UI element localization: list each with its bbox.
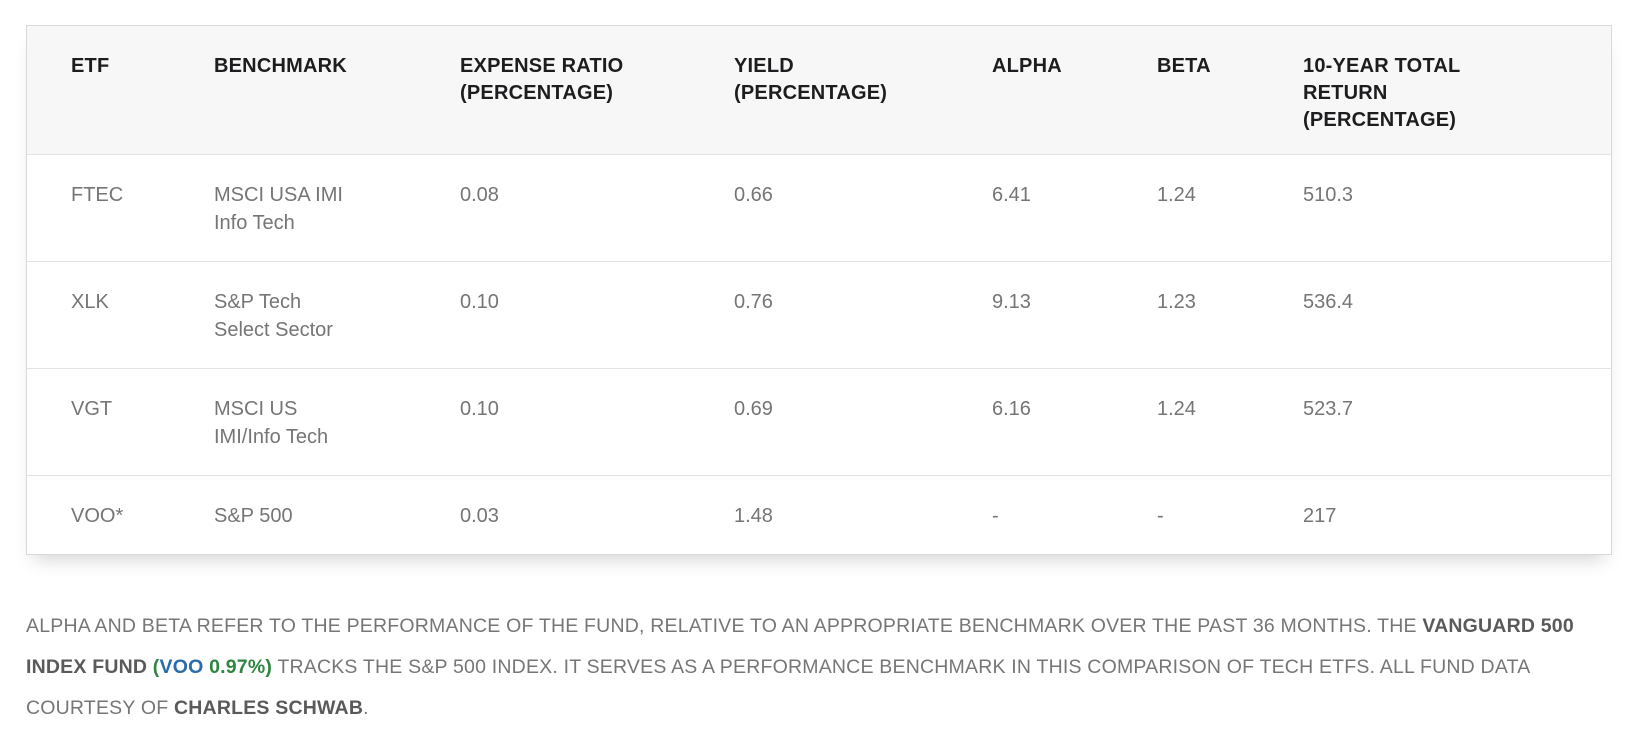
cell-beta: -: [1157, 475, 1303, 554]
cell-alpha: 9.13: [992, 261, 1157, 369]
etf-comparison-table-card: ETF BENCHMARK EXPENSE RATIO (PERCENTAGE) YI…: [26, 25, 1612, 555]
cell-ten_year_total_return: 536.4: [1303, 261, 1611, 369]
charles-schwab-name: CHARLES SCHWAB: [173, 696, 364, 719]
cell-benchmark: MSCI US IMI/Info Tech: [214, 368, 460, 476]
cell-ten_year_total_return: 523.7: [1303, 368, 1611, 476]
cell-etf: XLK: [27, 261, 214, 369]
cell-ten_year_total_return: 510.3: [1303, 154, 1611, 262]
cell-alpha: 6.16: [992, 368, 1157, 476]
vanguard-fund-name: VANGUARD 500 INDEX FUND: [26, 614, 1574, 678]
footnote-text: ALPHA AND BETA REFER TO THE PERFORMANCE …: [26, 614, 1423, 637]
column-header-beta: BETA: [1157, 26, 1303, 155]
voo-ticker-link[interactable]: VOO: [159, 655, 204, 678]
table-row: FTEC MSCI USA IMI Info Tech 0.08 0.66 6.41 1.…: [27, 154, 1611, 262]
header-row: ETF BENCHMARK EXPENSE RATIO (PERCENTAGE) YI…: [27, 26, 1611, 155]
voo-quote-change: 0.97%: [203, 655, 266, 678]
voo-quote-paren: (: [152, 655, 160, 678]
table-header: ETF BENCHMARK EXPENSE RATIO (PERCENTAGE) YI…: [27, 26, 1611, 155]
column-header-ten_year_total_return: 10-YEAR TOTAL RETURN (PERCENTAGE): [1303, 26, 1611, 155]
table-body: FTEC MSCI USA IMI Info Tech 0.08 0.66 6.41 1.…: [27, 154, 1611, 554]
footnote-paragraph: ALPHA AND BETA REFER TO THE PERFORMANCE …: [26, 606, 1574, 729]
cell-etf: VGT: [27, 368, 214, 476]
cell-expense_ratio: 0.08: [460, 154, 734, 262]
cell-ten_year_total_return: 217: [1303, 475, 1611, 554]
cell-alpha: 6.41: [992, 154, 1157, 262]
table-row: XLK S&P Tech Select Sector 0.10 0.76 9.13 1.2…: [27, 261, 1611, 369]
cell-yield: 0.76: [734, 261, 992, 369]
column-header-expense_ratio: EXPENSE RATIO (PERCENTAGE): [460, 26, 734, 155]
cell-beta: 1.24: [1157, 154, 1303, 262]
footnote-text: TRACKS THE S&P 500 INDEX. IT SERVES AS A…: [26, 655, 1530, 719]
footnote-text: .: [363, 696, 369, 719]
table-row: VOO* S&P 500 0.03 1.48- -217: [27, 475, 1611, 554]
cell-benchmark: S&P 500: [214, 475, 460, 554]
column-header-yield: YIELD (PERCENTAGE): [734, 26, 992, 155]
cell-expense_ratio: 0.03: [460, 475, 734, 554]
cell-beta: 1.23: [1157, 261, 1303, 369]
cell-yield: 1.48: [734, 475, 992, 554]
cell-alpha: -: [992, 475, 1157, 554]
column-header-benchmark: BENCHMARK: [214, 26, 460, 155]
cell-beta: 1.24: [1157, 368, 1303, 476]
table-row: VGT MSCI US IMI/Info Tech 0.10 0.69 6.16 1.24…: [27, 368, 1611, 476]
cell-etf: FTEC: [27, 154, 214, 262]
etf-comparison-table: ETF BENCHMARK EXPENSE RATIO (PERCENTAGE) YI…: [27, 26, 1611, 554]
cell-yield: 0.69: [734, 368, 992, 476]
column-header-etf: ETF: [27, 26, 214, 155]
cell-yield: 0.66: [734, 154, 992, 262]
cell-benchmark: MSCI USA IMI Info Tech: [214, 154, 460, 262]
cell-expense_ratio: 0.10: [460, 368, 734, 476]
voo-quote-paren: ): [265, 655, 273, 678]
cell-etf: VOO*: [27, 475, 214, 554]
column-header-alpha: ALPHA: [992, 26, 1157, 155]
cell-expense_ratio: 0.10: [460, 261, 734, 369]
cell-benchmark: S&P Tech Select Sector: [214, 261, 460, 369]
